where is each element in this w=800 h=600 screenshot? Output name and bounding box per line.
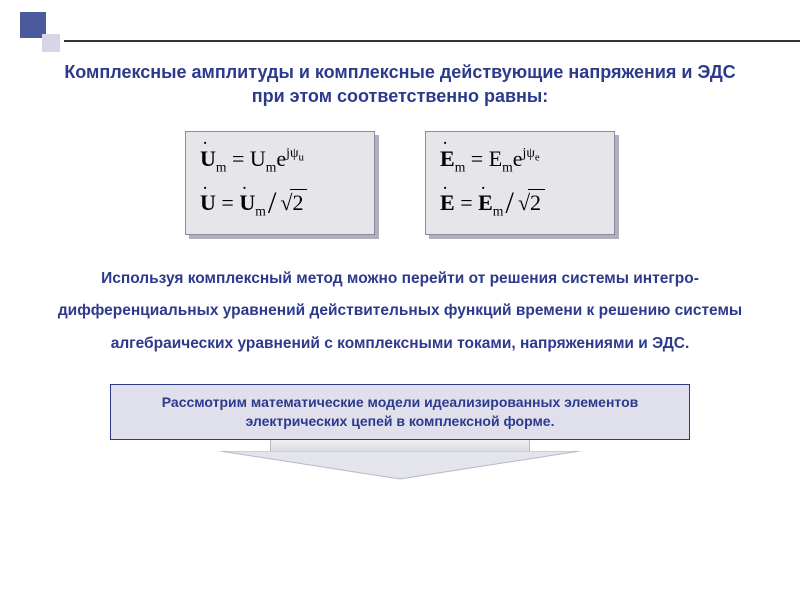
callout-block: Рассмотрим математические модели идеализ… (50, 384, 750, 480)
slide-title: Комплексные амплитуды и комплексные дейс… (50, 60, 750, 109)
formula-e-rms: E = Em/√2 (440, 177, 600, 223)
formula-u-amplitude: Um = Umejψu (200, 142, 360, 178)
callout-text: Рассмотрим математические модели идеализ… (110, 384, 690, 440)
formula-e-amplitude: Em = Emejψe (440, 142, 600, 178)
body-paragraph: Используя комплексный метод можно перейт… (50, 263, 750, 361)
formula-box-voltage: Um = Umejψu U = Um/√2 (185, 131, 375, 235)
header-rule (64, 40, 800, 42)
formula-u-rms: U = Um/√2 (200, 177, 360, 223)
formula-box-emf: Em = Emejψe E = Em/√2 (425, 131, 615, 235)
square-light (42, 34, 60, 52)
arrow-down-icon (110, 440, 690, 480)
slide-content: Комплексные амплитуды и комплексные дейс… (0, 60, 800, 480)
formula-row: Um = Umejψu U = Um/√2 Em = Emejψe E = Em… (50, 131, 750, 235)
